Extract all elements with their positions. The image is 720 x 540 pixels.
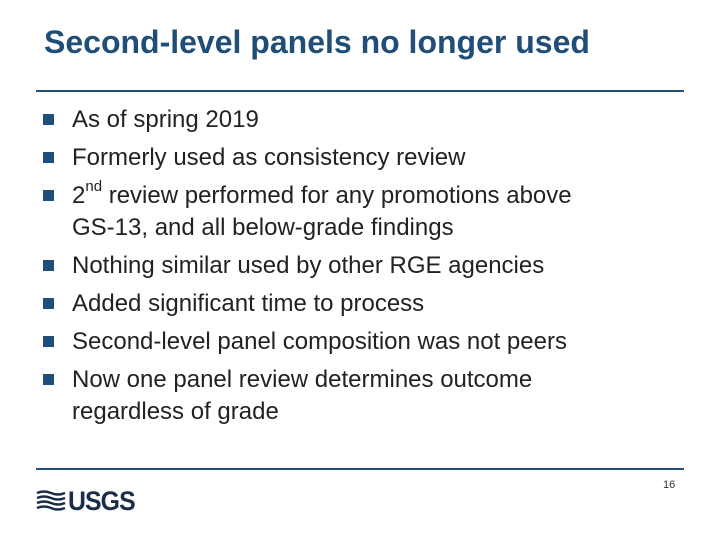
bullet-item: As of spring 2019 bbox=[40, 101, 680, 139]
bullet-square-icon bbox=[43, 260, 54, 271]
bullet-item: Formerly used as consistency review bbox=[40, 139, 680, 177]
bullet-square-icon bbox=[43, 114, 54, 125]
bullet-text: Added significant time to process bbox=[72, 290, 425, 317]
bullet-text: Formerly used as consistency review bbox=[72, 144, 466, 171]
bullet-text: Now one panel review determines outcome bbox=[72, 366, 533, 393]
title-divider bbox=[36, 90, 684, 92]
usgs-wave-icon bbox=[36, 490, 66, 511]
usgs-logo-text: USGS bbox=[68, 485, 136, 516]
footer-divider bbox=[36, 468, 684, 470]
bullet-text: review performed for any promotions abov… bbox=[102, 182, 572, 209]
bullet-square-icon bbox=[43, 152, 54, 163]
bullet-text: Nothing similar used by other RGE agenci… bbox=[72, 252, 545, 279]
bullet-continuation: GS-13, and all below-grade findings bbox=[72, 214, 454, 241]
bullet-item: Now one panel review determines outcome … bbox=[40, 361, 680, 431]
bullet-square-icon bbox=[43, 336, 54, 347]
bullet-list: As of spring 2019 Formerly used as consi… bbox=[40, 101, 680, 431]
bullet-item: Added significant time to process bbox=[40, 285, 680, 323]
slide-title: Second-level panels no longer used bbox=[44, 24, 590, 60]
bullet-square-icon bbox=[43, 190, 54, 201]
bullet-text: Second-level panel composition was not p… bbox=[72, 328, 567, 355]
bullet-continuation: regardless of grade bbox=[72, 398, 279, 425]
bullet-lead: 2 bbox=[72, 182, 86, 209]
usgs-logo: USGS bbox=[36, 485, 141, 516]
bullet-square-icon bbox=[43, 374, 54, 385]
bullet-square-icon bbox=[43, 298, 54, 309]
bullet-item: 2nd review performed for any promotions … bbox=[40, 177, 680, 247]
bullet-superscript: nd bbox=[85, 178, 103, 195]
bullet-text: As of spring 2019 bbox=[72, 106, 259, 133]
page-number: 16 bbox=[663, 479, 676, 491]
bullet-item: Nothing similar used by other RGE agenci… bbox=[40, 247, 680, 285]
bullet-item: Second-level panel composition was not p… bbox=[40, 323, 680, 361]
